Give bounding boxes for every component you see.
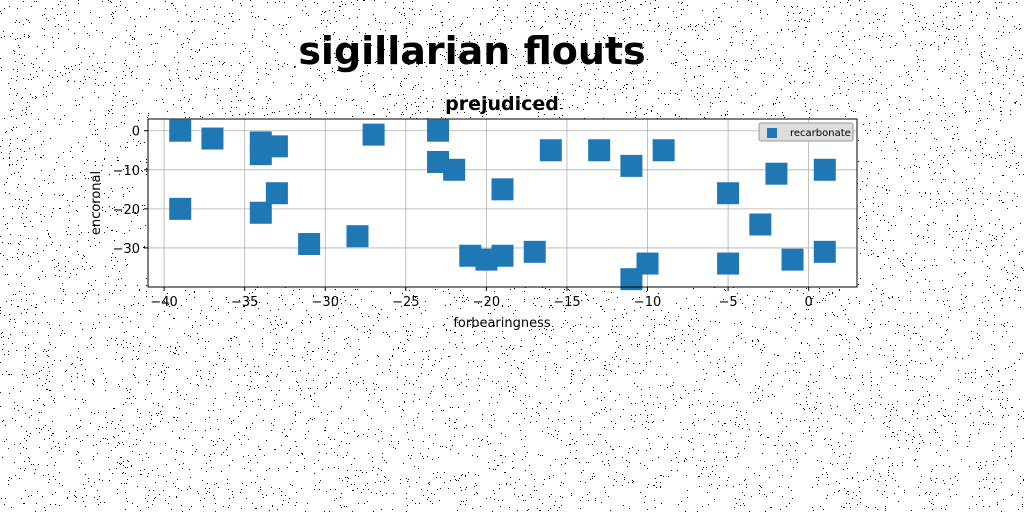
scatter-point: [588, 139, 611, 162]
x-tick-label: −10: [634, 295, 661, 310]
scatter-point: [813, 240, 836, 263]
scatter-point: [652, 139, 675, 162]
scatter-point: [346, 225, 369, 248]
x-tick-label: −20: [473, 295, 500, 310]
scatter-point: [523, 240, 546, 263]
axes-frame: [147, 118, 858, 288]
scatter-point: [265, 182, 288, 205]
scatter-point: [201, 127, 224, 150]
x-tick-label: −5: [719, 295, 738, 310]
y-axis-label: encoronal: [89, 171, 104, 235]
legend-box: [758, 122, 854, 142]
scatter-point: [249, 201, 272, 224]
y-tick-label: 0: [132, 125, 140, 140]
y-tick-label: −20: [113, 203, 140, 218]
scatter-point: [539, 139, 562, 162]
y-tick-label: −10: [113, 164, 140, 179]
scatter-point: [717, 252, 740, 275]
scatter-point: [717, 182, 740, 205]
scatter-point: [265, 135, 288, 158]
scatter-point: [427, 119, 450, 142]
x-tick-label: −40: [150, 295, 177, 310]
scatter-point: [813, 158, 836, 181]
legend: recarbonate: [758, 122, 854, 142]
scatter-point: [781, 248, 804, 271]
legend-marker-recarbonate: [767, 128, 777, 138]
scatter-point: [491, 244, 514, 267]
x-tick-label: −25: [392, 295, 419, 310]
legend-label-recarbonate: recarbonate: [790, 128, 851, 139]
scatter-point: [636, 252, 659, 275]
scatter-point: [169, 119, 192, 142]
y-tick-label: −30: [113, 242, 140, 257]
plot-area: −40 −35 −30 −25 −20 −15 −10 −5 0 0 −10 −20 −30: [113, 118, 858, 310]
scatter-point: [443, 158, 466, 181]
x-tick-label: 0: [805, 295, 813, 310]
scatter-point: [362, 123, 385, 146]
figure-title: sigillarian flouts: [298, 29, 645, 73]
x-axis-ticks: −40 −35 −30 −25 −20 −15 −10 −5 0: [150, 287, 813, 310]
scatter-point: [169, 197, 192, 220]
x-tick-label: −15: [553, 295, 580, 310]
scatter-point: [749, 213, 772, 236]
chart-title: prejudiced: [445, 93, 559, 115]
scatter-point: [765, 162, 788, 185]
y-axis-ticks: 0 −10 −20 −30: [113, 125, 148, 257]
scatter-point: [620, 154, 643, 177]
scatter-point: [298, 233, 321, 256]
scatter-points: [169, 119, 836, 291]
x-axis-label: forbearingness: [453, 316, 551, 331]
x-tick-label: −35: [231, 295, 258, 310]
x-tick-label: −30: [312, 295, 339, 310]
scatter-point: [491, 178, 514, 201]
